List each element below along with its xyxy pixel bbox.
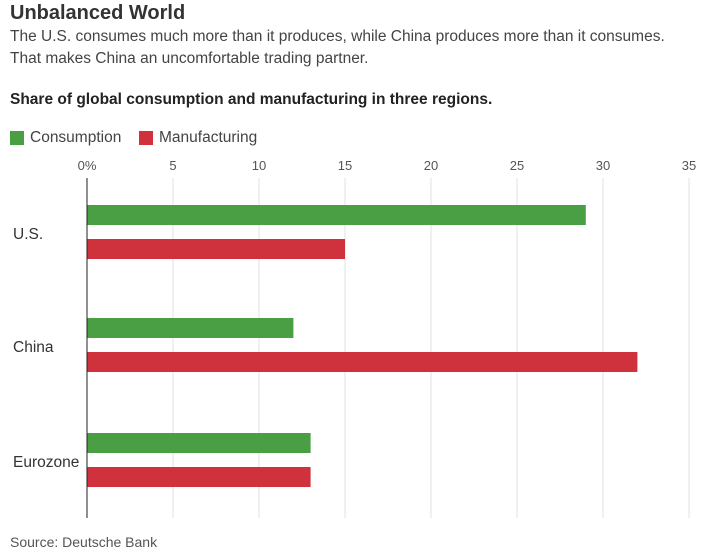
- source-note: Source: Deutsche Bank: [10, 534, 158, 550]
- x-tick-label: 5: [169, 158, 176, 173]
- chart-title: Share of global consumption and manufact…: [10, 91, 493, 108]
- x-tick-label: 20: [424, 158, 438, 173]
- legend-swatch-manufacturing: [139, 131, 153, 145]
- title: Unbalanced World: [10, 2, 186, 24]
- bar-manufacturing: [87, 352, 638, 372]
- legend-consumption: Consumption: [10, 129, 121, 147]
- x-tick-label: 0%: [78, 158, 97, 173]
- subtitle-line-1: The U.S. consumes much more than it prod…: [10, 28, 665, 45]
- legend-label-manufacturing: Manufacturing: [159, 129, 258, 146]
- x-tick-label: 30: [596, 158, 610, 173]
- x-tick-label: 10: [252, 158, 266, 173]
- subtitle-line-2: That makes China an uncomfortable tradin…: [10, 50, 369, 67]
- legend-label-consumption: Consumption: [30, 129, 122, 146]
- legend-swatch-consumption: [10, 131, 24, 145]
- bar-consumption: [87, 318, 294, 338]
- bar-manufacturing: [87, 467, 311, 487]
- category-label: Eurozone: [13, 454, 79, 471]
- legend-manufacturing: Manufacturing: [139, 129, 257, 147]
- x-tick-label: 35: [682, 158, 696, 173]
- x-tick-label: 25: [510, 158, 524, 173]
- bar-consumption: [87, 205, 586, 225]
- category-label: U.S.: [13, 226, 43, 243]
- x-tick-label: 15: [338, 158, 352, 173]
- bar-consumption: [87, 433, 311, 453]
- bar-manufacturing: [87, 239, 345, 259]
- category-label: China: [13, 339, 54, 356]
